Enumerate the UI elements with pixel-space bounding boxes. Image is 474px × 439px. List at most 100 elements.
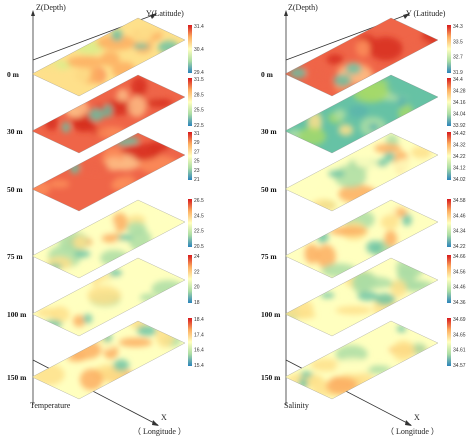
colorbar <box>188 199 192 247</box>
layer-150m: 150 m 18.4 17.4 16.4 15.4 <box>7 317 204 400</box>
depth-label: 75 m <box>261 252 277 261</box>
colorbar <box>188 132 192 180</box>
variable-label: Salinity <box>284 401 309 410</box>
layer-0m: 0 m 31.4 30.4 29.4 <box>7 17 204 97</box>
colorbar-tick-label: 34.16 <box>453 100 466 106</box>
variable-label: Temperature <box>30 401 71 410</box>
colorbar-tick-label: 20 <box>194 285 200 291</box>
colorbar-tick-label: 21 <box>194 177 200 183</box>
colorbar-tick-label: 24 <box>194 254 200 260</box>
layer-outline <box>31 320 186 400</box>
colorbar-tick-label: 34.3 <box>453 24 463 30</box>
colorbar-tick-label: 26.5 <box>194 198 204 204</box>
depth-label: 50 m <box>261 185 277 194</box>
colorbar-tick-label: 22 <box>194 269 200 275</box>
colorbar-tick-label: 34.12 <box>453 166 466 172</box>
layer-outline <box>284 17 439 97</box>
colorbar-tick-label: 30.4 <box>194 47 204 53</box>
layer-surface <box>285 18 438 96</box>
colorbar <box>447 25 451 73</box>
layer-75m: 75 m 34.58 34.46 34.34 34.22 <box>261 198 466 279</box>
colorbar-tick-label: 25 <box>194 159 200 165</box>
colorbar-tick-label: 34.42 <box>453 131 466 137</box>
x-axis-sublabel: （ Longitude ） <box>386 427 439 436</box>
colorbar-tick-label: 24.5 <box>194 213 204 219</box>
layer-30m: 30 m 31.5 28.5 25.5 22.5 <box>7 74 204 154</box>
layer-surface <box>285 200 438 278</box>
colorbar <box>188 255 192 303</box>
x-axis-arrow <box>405 420 412 426</box>
colorbar <box>188 25 192 73</box>
colorbar-tick-label: 34.28 <box>453 89 466 95</box>
colorbar-tick-label: 32.7 <box>453 55 463 61</box>
colorbar-tick-label: 34.36 <box>453 300 466 306</box>
colorbar <box>447 78 451 126</box>
layer-150m: 150 m 34.69 34.65 34.61 34.57 <box>261 317 466 400</box>
depth-label: 100 m <box>261 310 281 319</box>
depth-label: 0 m <box>261 70 274 79</box>
depth-label: 150 m <box>261 373 281 382</box>
layer-outline <box>284 74 439 154</box>
colorbar-tick-label: 17.4 <box>194 332 204 338</box>
colorbar-tick-label: 28.5 <box>194 92 204 98</box>
colorbar <box>447 199 451 247</box>
colorbar-tick-label: 34.65 <box>453 332 466 338</box>
colorbar-tick-label: 33.5 <box>453 39 463 45</box>
layer-outline <box>31 257 186 337</box>
depth-label: 30 m <box>261 127 277 136</box>
z-axis-arrow <box>284 10 288 16</box>
layer-outline <box>31 199 186 279</box>
y-axis-arrow <box>403 13 410 19</box>
colorbar <box>447 255 451 303</box>
layer-100m: 100 m 24 22 20 18 <box>7 254 200 337</box>
layer-contour-field <box>45 76 173 139</box>
colorbar-tick-label: 34.34 <box>453 229 466 235</box>
x-axis-arrow <box>152 420 159 426</box>
colorbar-tick-label: 33.92 <box>453 123 466 129</box>
colorbar-tick-label: 31.9 <box>453 70 463 76</box>
colorbar-tick-label: 29 <box>194 140 200 146</box>
colorbar <box>188 318 192 366</box>
colorbar-tick-label: 23 <box>194 168 200 174</box>
colorbar-tick-label: 15.4 <box>194 363 204 369</box>
colorbar-tick-label: 27 <box>194 149 200 155</box>
colorbar-tick-label: 31.4 <box>194 24 204 30</box>
colorbar-tick-label: 22.5 <box>194 229 204 235</box>
layer-50m: 50 m 34.42 34.32 34.22 34.12 34.02 <box>261 131 466 212</box>
layer-100m: 100 m 34.66 34.56 34.46 34.36 <box>261 254 466 337</box>
colorbar-tick-label: 34.61 <box>453 348 466 354</box>
depth-label: 75 m <box>7 252 23 261</box>
colorbar-tick-label: 34.32 <box>453 143 466 149</box>
colorbar-tick-label: 34.22 <box>453 244 466 250</box>
colorbar-tick-label: 34.04 <box>453 112 466 118</box>
colorbar-tick-label: 20.5 <box>194 244 204 250</box>
colorbar-tick-label: 34.58 <box>453 198 466 204</box>
layer-contour-field <box>32 137 185 198</box>
layer-outline <box>31 132 186 212</box>
x-axis-sublabel: （ Longitude ） <box>133 427 186 436</box>
colorbar-tick-label: 31 <box>194 131 200 137</box>
colorbar-tick-label: 22.5 <box>194 123 204 129</box>
colorbar-tick-label: 18.4 <box>194 317 204 323</box>
x-axis-label: X <box>161 413 167 422</box>
colorbar-tick-label: 34.22 <box>453 154 466 160</box>
z-axis-label: Z(Depth) <box>288 3 318 12</box>
layer-outline <box>284 132 439 212</box>
panel-temperature: Z(Depth) Y(Latitude) X （ Longitude ） Tempera… <box>7 3 204 436</box>
z-axis-label: Z(Depth) <box>36 3 66 12</box>
panels-root: Z(Depth) Y(Latitude) X （ Longitude ） Tempera… <box>7 3 466 436</box>
layer-0m: 0 m 34.3 33.5 32.7 31.9 <box>261 17 463 97</box>
colorbar-tick-label: 34.46 <box>453 285 466 291</box>
layer-30m: 30 m 34.4 34.28 34.16 34.04 33.92 <box>261 74 466 154</box>
colorbar <box>447 318 451 366</box>
colorbar-tick-label: 34.4 <box>453 77 463 83</box>
layer-75m: 75 m 26.5 24.5 22.5 20.5 <box>7 198 204 279</box>
panel-salinity: Z(Depth) Y (Latitude) X （ Longitude ） Salini… <box>261 3 466 436</box>
depth-label: 150 m <box>7 373 27 382</box>
colorbar-tick-label: 34.69 <box>453 317 466 323</box>
colorbar-tick-label: 31.5 <box>194 77 204 83</box>
z-axis-arrow <box>31 10 35 16</box>
colorbar-tick-label: 25.5 <box>194 108 204 114</box>
layer-outline <box>284 199 439 279</box>
